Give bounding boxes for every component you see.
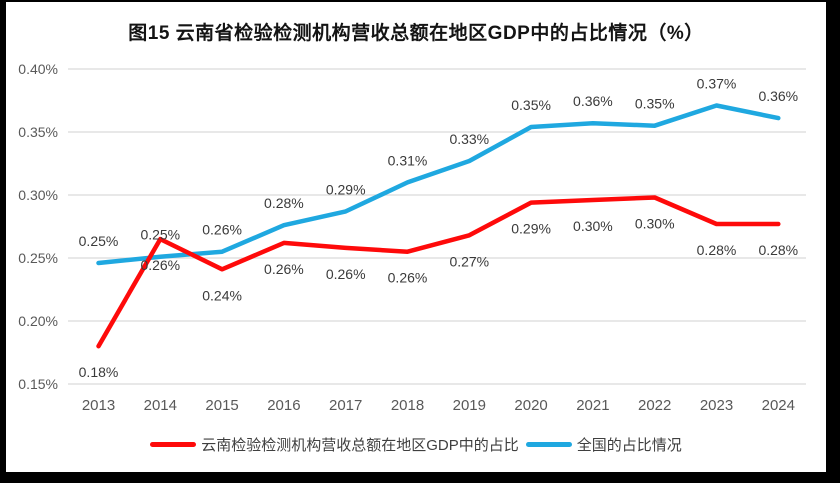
data-label: 0.25% xyxy=(140,227,180,243)
data-label: 0.26% xyxy=(202,222,242,238)
data-label: 0.29% xyxy=(326,181,366,197)
data-label: 0.33% xyxy=(449,131,489,147)
x-tick-label: 2015 xyxy=(205,397,238,414)
series-line-national xyxy=(96,103,781,266)
x-tick-label: 2014 xyxy=(144,397,177,414)
legend-swatch-national xyxy=(525,441,572,447)
x-tick-label: 2013 xyxy=(82,397,115,414)
y-tick-label: 0.25% xyxy=(18,250,58,266)
data-label: 0.26% xyxy=(388,270,428,286)
data-label: 0.26% xyxy=(326,266,366,282)
y-tick-label: 0.40% xyxy=(18,61,58,77)
chart-legend: 云南检验检测机构营收总额在地区GDP中的占比 全国的占比情况 xyxy=(6,434,826,454)
series-line-yunnan xyxy=(96,195,781,349)
data-label: 0.18% xyxy=(79,364,119,380)
data-label: 0.35% xyxy=(635,96,675,112)
data-label: 0.26% xyxy=(140,257,180,273)
x-tick-label: 2017 xyxy=(329,397,362,414)
chart-title: 图15 云南省检验检测机构营收总额在地区GDP中的占比情况（%） xyxy=(128,23,704,44)
data-label: 0.26% xyxy=(264,261,304,277)
x-tick-label: 2020 xyxy=(514,397,547,414)
x-tick-label: 2016 xyxy=(267,397,300,414)
y-tick-label: 0.30% xyxy=(18,187,58,203)
data-label: 0.36% xyxy=(573,93,613,109)
x-tick-label: 2019 xyxy=(453,397,486,414)
data-label: 0.28% xyxy=(758,242,798,258)
data-label: 0.29% xyxy=(511,221,551,237)
legend-label-national: 全国的占比情况 xyxy=(576,436,682,454)
data-label: 0.28% xyxy=(697,242,737,258)
line-chart: 0.40% 0.35% 0.30% 0.25% 0.20% 0.15% 2013 2014 20… xyxy=(18,61,806,414)
data-label: 0.31% xyxy=(388,152,428,168)
data-label: 0.30% xyxy=(573,218,613,234)
data-label: 0.25% xyxy=(79,233,119,249)
chart-card: 图15 云南省检验检测机构营收总额在地区GDP中的占比情况（%） 0.40% 0.… xyxy=(6,2,826,472)
data-label: 0.36% xyxy=(758,88,798,104)
data-label: 0.35% xyxy=(511,97,551,113)
x-tick-label: 2023 xyxy=(700,397,733,414)
y-tick-label: 0.20% xyxy=(18,313,58,329)
legend-label-yunnan: 云南检验检测机构营收总额在地区GDP中的占比 xyxy=(201,436,519,454)
data-label: 0.28% xyxy=(264,195,304,211)
x-tick-label: 2022 xyxy=(638,397,671,414)
x-tick-label: 2021 xyxy=(576,397,609,414)
legend-swatch-yunnan xyxy=(150,441,197,447)
data-label: 0.30% xyxy=(635,216,675,232)
data-label: 0.37% xyxy=(697,76,737,92)
x-tick-label: 2024 xyxy=(762,397,795,414)
y-tick-label: 0.35% xyxy=(18,124,58,140)
y-tick-label: 0.15% xyxy=(18,376,58,392)
data-label: 0.24% xyxy=(202,287,242,303)
data-label: 0.27% xyxy=(449,253,489,269)
x-tick-label: 2018 xyxy=(391,397,424,414)
